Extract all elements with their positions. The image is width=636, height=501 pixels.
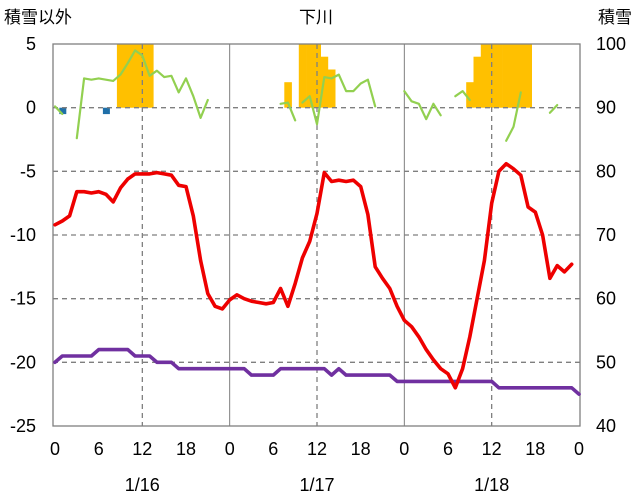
snow-depth-line — [53, 347, 581, 397]
x-tick-label: 12 — [132, 439, 152, 459]
wind-line — [53, 105, 64, 116]
x-tick-label: 0 — [50, 439, 60, 459]
right-tick-label: 80 — [596, 161, 616, 181]
snowfall-bar — [509, 44, 518, 108]
left-axis-title: 積雪以外 — [4, 8, 72, 28]
snowfall-bar — [473, 56, 482, 108]
x-tick-label: 12 — [307, 439, 327, 459]
snowfall-bar — [298, 44, 307, 108]
x-tick-label: 6 — [268, 439, 278, 459]
x-tick-label: 12 — [482, 439, 502, 459]
plot-frame — [52, 43, 581, 427]
snowfall-bar — [124, 44, 132, 108]
date-label: 1/16 — [125, 475, 160, 495]
x-tick-label: 0 — [399, 439, 409, 459]
snowfall-bar — [466, 82, 474, 108]
left-tick-label: 0 — [26, 98, 36, 118]
left-tick-label: 5 — [26, 34, 36, 54]
precip-bar — [102, 107, 110, 115]
wind-line — [279, 101, 297, 122]
x-tick-label: 18 — [351, 439, 371, 459]
left-tick-label: -5 — [20, 161, 36, 181]
chart-title: 下川 — [299, 8, 333, 28]
date-label: 1/17 — [299, 475, 334, 495]
right-tick-label: 90 — [596, 98, 616, 118]
wind-line — [454, 89, 471, 102]
left-tick-label: -10 — [10, 225, 36, 245]
right-tick-label: 60 — [596, 289, 616, 309]
snowfall-bar — [131, 44, 139, 108]
precip-bar — [59, 107, 67, 115]
axes — [52, 43, 581, 427]
x-tick-label: 0 — [574, 439, 584, 459]
right-axis-title: 積雪 — [598, 8, 632, 28]
x-tick-label: 6 — [443, 439, 453, 459]
snowfall-bar — [517, 44, 525, 108]
x-tick-label: 6 — [94, 439, 104, 459]
date-label: 1/18 — [474, 475, 509, 495]
x-tick-label: 18 — [176, 439, 196, 459]
wind-line — [505, 91, 522, 142]
wind-line — [75, 49, 209, 140]
left-tick-label: -25 — [10, 416, 36, 436]
snowfall-bar — [480, 44, 489, 108]
wind-line — [403, 89, 442, 121]
right-tick-label: 40 — [596, 416, 616, 436]
precip-bars — [59, 107, 110, 115]
series-lines — [53, 49, 581, 397]
right-tick-label: 70 — [596, 225, 616, 245]
wind-line — [301, 73, 377, 126]
wind-line — [548, 103, 559, 114]
snowfall-bars — [116, 44, 532, 108]
snowfall-bar — [495, 44, 503, 108]
temperature-line — [53, 161, 574, 390]
right-tick-label: 50 — [596, 352, 616, 372]
grid — [53, 44, 580, 426]
snowfall-bar — [284, 82, 292, 108]
snowfall-bar — [327, 69, 336, 108]
left-tick-label: -15 — [10, 289, 36, 309]
right-tick-label: 100 — [596, 34, 626, 54]
snowfall-bar — [524, 44, 532, 108]
snowfall-bar — [306, 44, 314, 108]
snowfall-bar — [502, 44, 511, 108]
x-tick-label: 0 — [225, 439, 235, 459]
left-tick-label: -20 — [10, 352, 36, 372]
x-tick-label: 18 — [525, 439, 545, 459]
